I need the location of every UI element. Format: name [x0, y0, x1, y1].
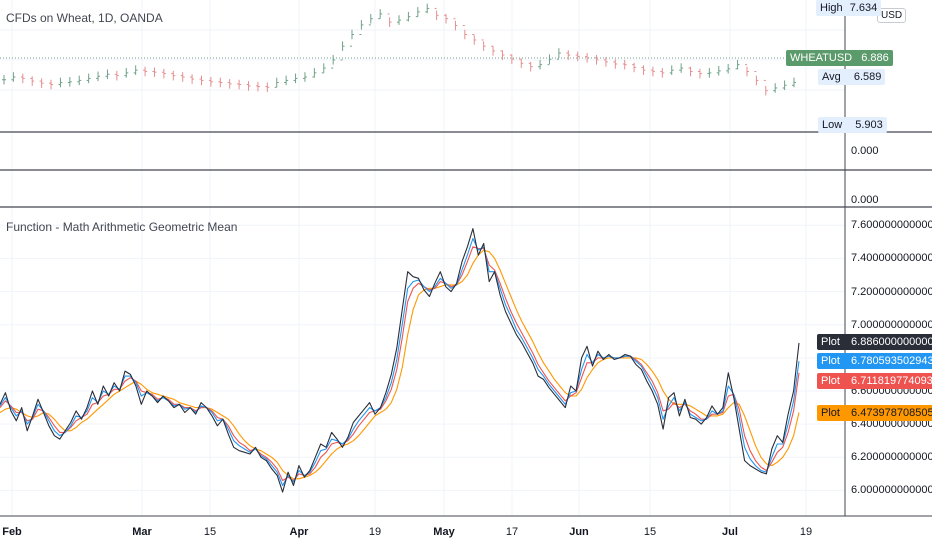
high-label-tag: High 7.634: [816, 0, 882, 16]
plot-tag-1: Plot 6.886000000000: [817, 334, 932, 350]
symbol-price-tag: WHEATUSD 6.886: [786, 50, 893, 66]
y-tick-label: 7.000000000000: [851, 318, 932, 331]
avg-label: Avg: [822, 71, 841, 83]
symbol-value: 6.886: [861, 52, 889, 64]
x-tick-label: Feb: [2, 526, 22, 538]
x-tick-label: 15: [203, 526, 217, 538]
y-tick-label: 6.000000000000: [851, 484, 932, 497]
x-tick-label: 15: [643, 526, 657, 538]
mid-panel-tick: 0.000: [851, 145, 879, 157]
high-label: High: [820, 2, 843, 14]
plot-tag-value: 6.711819774093: [851, 375, 932, 387]
x-tick-label: Jun: [569, 526, 589, 538]
x-tick-label: 19: [368, 526, 382, 538]
indicator-title: Function - Math Arithmetic Geometric Mea…: [6, 220, 238, 234]
symbol-label: WHEATUSD: [790, 52, 853, 64]
series-line-2: [0, 237, 800, 487]
plot-tag-2: Plot 6.780593502943: [817, 353, 932, 369]
main-chart-title: CFDs on Wheat, 1D, OANDA: [6, 11, 163, 25]
plot-tag-label: Plot: [821, 375, 840, 387]
y-tick-label: 6.400000000000: [851, 418, 932, 431]
currency-button[interactable]: USD: [877, 8, 907, 23]
y-tick-label: 7.200000000000: [851, 285, 932, 298]
x-tick-label: Mar: [132, 526, 152, 538]
y-tick-label: 7.400000000000: [851, 252, 932, 265]
plot-tag-4: Plot 6.473978708505: [817, 405, 932, 421]
x-tick-label: May: [433, 526, 455, 538]
price-bars: [0, 3, 845, 96]
y-tick-label: 6.200000000000: [851, 451, 932, 464]
low-label: Low: [822, 119, 843, 131]
x-tick-label: 17: [505, 526, 519, 538]
avg-value: 6.589: [853, 71, 882, 83]
low-label-tag: Low 5.903: [818, 117, 887, 133]
x-tick-label: Apr: [289, 526, 309, 538]
plot-tag-label: Plot: [821, 336, 840, 348]
avg-label-tag: Avg 6.589: [818, 69, 886, 85]
series-line-3: [0, 246, 800, 482]
plot-tag-value: 6.780593502943: [851, 355, 932, 367]
series-line-4: [0, 249, 800, 480]
plot-tag-3: Plot 6.711819774093: [817, 373, 932, 389]
high-value: 7.634: [849, 2, 878, 14]
indicator-lines: [0, 228, 800, 493]
x-tick-label: 19: [799, 526, 813, 538]
plot-tag-value: 6.473978708505: [851, 407, 932, 419]
y-tick-label: 7.600000000000: [851, 219, 932, 232]
x-tick-label: Jul: [722, 526, 738, 538]
sub-panel-tick: 0.000: [851, 194, 879, 206]
series-line-1: [0, 228, 800, 493]
plot-tag-label: Plot: [821, 355, 840, 367]
plot-tag-value: 6.886000000000: [851, 336, 932, 348]
plot-tag-label: Plot: [821, 407, 840, 419]
low-value: 5.903: [855, 119, 883, 131]
panel-frame: [0, 0, 932, 517]
